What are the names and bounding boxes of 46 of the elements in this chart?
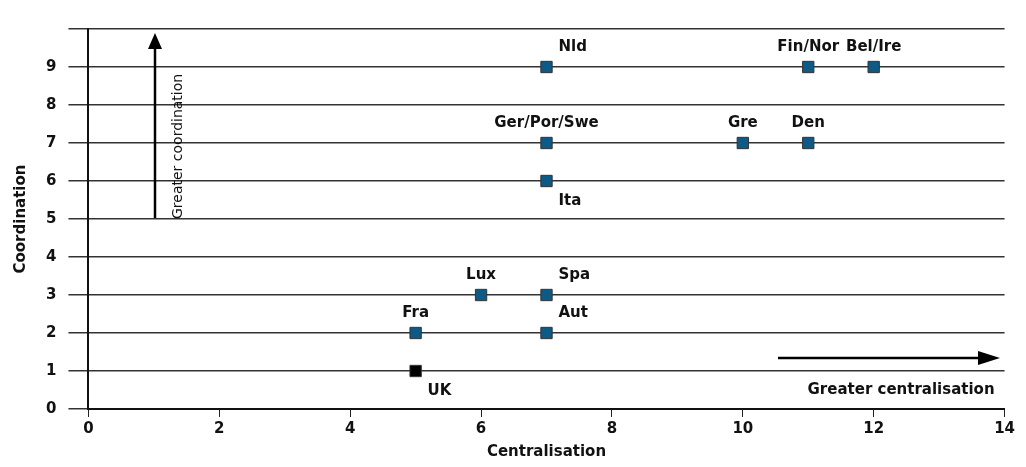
point — [802, 60, 815, 74]
data-label: Nld — [558, 36, 587, 55]
x-tick-label: 2 — [214, 418, 225, 437]
y-tick-label: 6 — [46, 170, 57, 189]
data-label: Fra — [402, 302, 430, 321]
point — [802, 136, 815, 150]
y-tick-label: 7 — [46, 132, 57, 151]
x-tick-label: 8 — [606, 418, 618, 437]
point — [540, 174, 553, 188]
y-tick-label: 4 — [46, 246, 57, 265]
annotation: Greater centralisation — [807, 379, 995, 398]
x-tick-label: 0 — [83, 418, 94, 437]
x-tick-label: 6 — [475, 418, 487, 437]
x-tick-label: 4 — [344, 418, 356, 437]
point — [736, 136, 749, 150]
data-label: Den — [791, 112, 825, 131]
data-label: Fin/Nor — [777, 36, 840, 55]
y-tick-label: 8 — [46, 94, 57, 113]
x-tick-label: 14 — [994, 418, 1015, 437]
x-axis-title: Centralisation — [486, 441, 607, 460]
point — [540, 326, 553, 340]
point — [540, 288, 553, 302]
data-label: Lux — [466, 264, 497, 283]
x-tick-label: 10 — [732, 418, 754, 437]
annotation: Greater coordination — [169, 73, 186, 219]
point — [540, 60, 553, 74]
point — [409, 326, 422, 340]
data-label: Ita — [558, 190, 582, 209]
data-label: UK — [427, 380, 453, 399]
y-tick-label: 0 — [46, 398, 57, 417]
point — [540, 136, 553, 150]
y-tick-label: 9 — [46, 56, 57, 75]
y-tick-label: 2 — [46, 322, 57, 341]
y-tick-label: 3 — [46, 284, 57, 303]
point — [867, 60, 880, 74]
data-label: Aut — [558, 302, 588, 321]
x-tick-label: 12 — [863, 418, 885, 437]
data-label: Spa — [558, 264, 591, 283]
data-label: Bel/Ire — [845, 36, 902, 55]
point — [409, 364, 422, 378]
y-tick-label: 1 — [46, 360, 57, 379]
data-label: Ger/Por/Swe — [494, 112, 599, 131]
data-label: Gre — [727, 112, 758, 131]
point — [474, 288, 488, 302]
y-axis-title: Coordination — [10, 164, 29, 274]
y-tick-label: 5 — [46, 208, 57, 227]
